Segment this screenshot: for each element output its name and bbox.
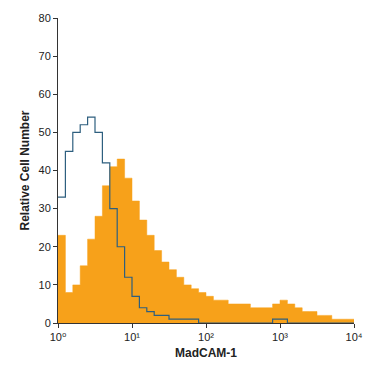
svg-text:10⁰: 10⁰ bbox=[50, 331, 67, 343]
svg-text:30: 30 bbox=[39, 202, 51, 214]
svg-text:10¹: 10¹ bbox=[124, 331, 140, 343]
svg-text:10²: 10² bbox=[198, 331, 214, 343]
svg-text:60: 60 bbox=[39, 88, 51, 100]
svg-text:70: 70 bbox=[39, 50, 51, 62]
svg-text:10³: 10³ bbox=[272, 331, 288, 343]
svg-text:80: 80 bbox=[39, 12, 51, 24]
svg-text:20: 20 bbox=[39, 241, 51, 253]
svg-text:10⁴: 10⁴ bbox=[346, 331, 363, 343]
svg-text:10: 10 bbox=[39, 279, 51, 291]
svg-text:MadCAM-1: MadCAM-1 bbox=[175, 346, 237, 360]
svg-text:50: 50 bbox=[39, 126, 51, 138]
svg-text:0: 0 bbox=[45, 317, 51, 329]
svg-text:Relative Cell Number: Relative Cell Number bbox=[18, 110, 32, 230]
svg-text:40: 40 bbox=[39, 164, 51, 176]
